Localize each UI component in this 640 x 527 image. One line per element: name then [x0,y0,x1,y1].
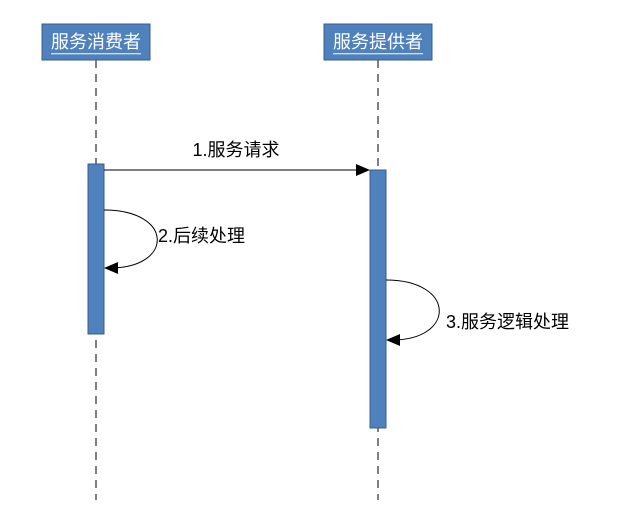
participant-provider: 服务提供者 [324,24,432,60]
participant-provider-label: 服务提供者 [333,32,423,52]
activation-provider [370,170,386,428]
sequence-diagram: 服务消费者 服务提供者 1.服务请求 2.后续处理 3.服务逻辑处理 [0,0,640,527]
participant-consumer: 服务消费者 [42,24,150,60]
message-logic: 3.服务逻辑处理 [386,280,569,346]
message-followup-label: 2.后续处理 [158,226,245,246]
message-logic-label: 3.服务逻辑处理 [446,312,569,332]
message-request-label: 1.服务请求 [192,140,279,160]
participant-consumer-label: 服务消费者 [51,32,141,52]
message-request: 1.服务请求 [104,140,370,176]
activation-consumer [88,164,104,334]
message-followup: 2.后续处理 [104,210,245,274]
